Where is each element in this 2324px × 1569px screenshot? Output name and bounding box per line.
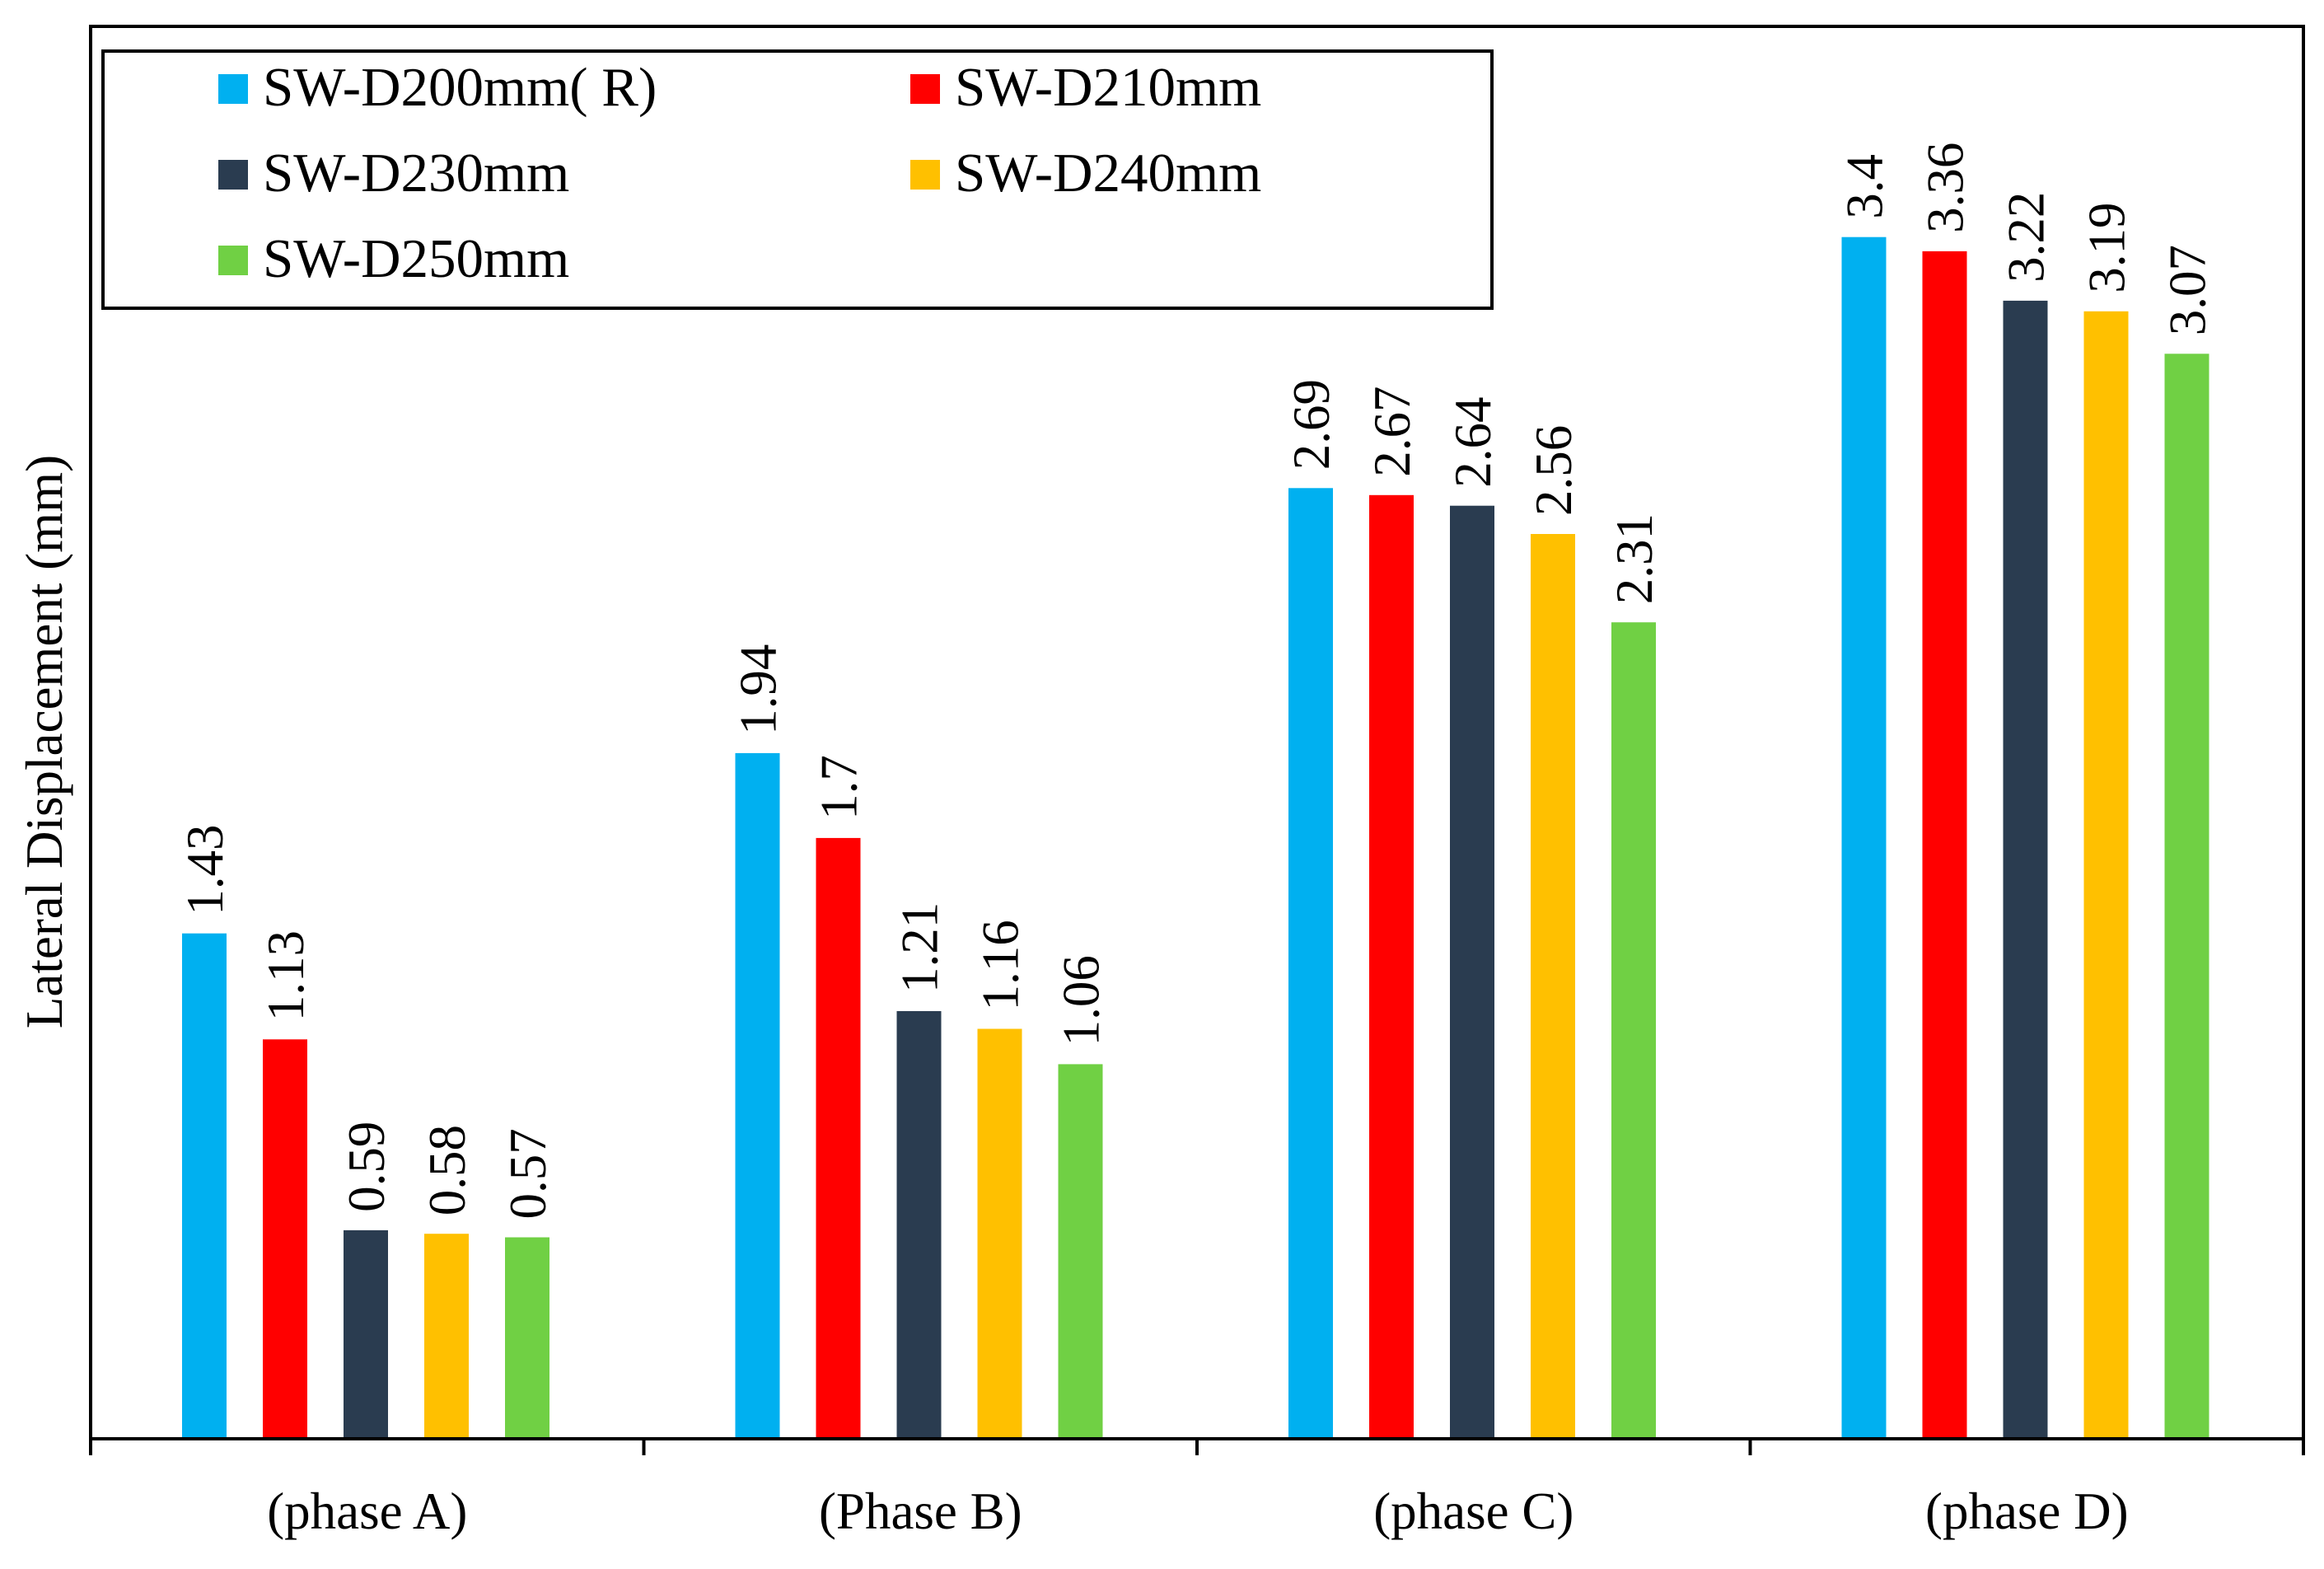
legend-swatch-1 (218, 74, 248, 104)
legend-label-1: SW-D200mm( R) (263, 57, 657, 118)
data-label-2-1: 1.13 (257, 930, 315, 1021)
data-label-3-2: 1.21 (891, 902, 949, 993)
bar-3-1 (344, 1229, 388, 1439)
data-label-3-3: 2.64 (1444, 396, 1502, 487)
bar-1-2 (735, 752, 780, 1439)
legend-label-3: SW-D230mm (263, 143, 569, 204)
bar-2-1 (263, 1039, 307, 1439)
bar-5-2 (1058, 1064, 1103, 1439)
bar-3-2 (896, 1011, 942, 1439)
data-label-4-1: 0.58 (419, 1125, 476, 1215)
x-tick-label-3: (phase C) (1373, 1482, 1573, 1540)
bar-4-1 (424, 1234, 469, 1439)
bar-2-2 (816, 837, 861, 1439)
bar-1-3 (1288, 488, 1333, 1439)
data-label-3-4: 3.22 (1998, 192, 2055, 283)
data-label-1-4: 3.4 (1836, 154, 1894, 219)
data-label-1-1: 1.43 (176, 824, 234, 915)
data-label-5-3: 2.31 (1606, 513, 1663, 604)
bar-5-4 (2164, 354, 2209, 1439)
data-label-1-3: 2.69 (1283, 379, 1340, 470)
bar-1-1 (182, 933, 227, 1439)
bar-4-3 (1531, 534, 1575, 1439)
bars-group (182, 237, 2209, 1440)
data-label-5-2: 1.06 (1053, 955, 1111, 1046)
data-label-2-2: 1.7 (811, 755, 868, 820)
legend-swatch-3 (218, 160, 248, 190)
data-label-1-2: 1.94 (730, 644, 788, 735)
bar-5-1 (505, 1237, 549, 1439)
legend-label-5: SW-D250mm (263, 228, 569, 289)
data-labels-group: 1.43 1.13 0.59 0.58 0.57 1.94 1.7 1.21 1.16 1.06 2… (176, 143, 2217, 1220)
legend-swatch-4 (910, 160, 940, 190)
y-axis-title: Lateral Displacement (mm) (16, 455, 73, 1028)
bar-3-4 (2003, 300, 2048, 1439)
bar-5-3 (1611, 622, 1656, 1439)
bar-2-3 (1369, 494, 1414, 1439)
data-label-4-3: 2.56 (1525, 425, 1583, 516)
bar-3-3 (1450, 505, 1494, 1440)
data-label-5-1: 0.57 (499, 1128, 557, 1219)
data-label-5-4: 3.07 (2159, 245, 2217, 335)
legend-swatch-2 (910, 74, 940, 104)
x-axis: (phase A) (Phase B) (phase C) (phase D) (89, 1437, 2305, 1540)
legend-label-4: SW-D240mm (955, 143, 1261, 204)
data-label-2-4: 3.36 (1917, 143, 1975, 233)
bar-4-2 (977, 1028, 1022, 1439)
bar-2-4 (1922, 251, 1967, 1439)
legend-box (101, 49, 1494, 310)
legend-swatch-5 (218, 246, 248, 275)
data-label-2-3: 2.67 (1363, 386, 1421, 477)
data-label-3-1: 0.59 (338, 1122, 395, 1212)
x-tick-label-4: (phase D) (1925, 1482, 2129, 1540)
x-tick-label-2: (Phase B) (819, 1482, 1022, 1540)
data-label-4-2: 1.16 (972, 920, 1030, 1010)
x-tick-label-1: (phase A) (267, 1482, 467, 1540)
data-label-4-4: 3.19 (2079, 203, 2136, 293)
bar-4-4 (2083, 311, 2129, 1439)
legend: SW-D200mm( R) SW-D210mm SW-D230mm SW-D240mm… (101, 49, 1494, 310)
legend-label-2: SW-D210mm (955, 57, 1261, 118)
bar-1-4 (1841, 237, 1887, 1440)
